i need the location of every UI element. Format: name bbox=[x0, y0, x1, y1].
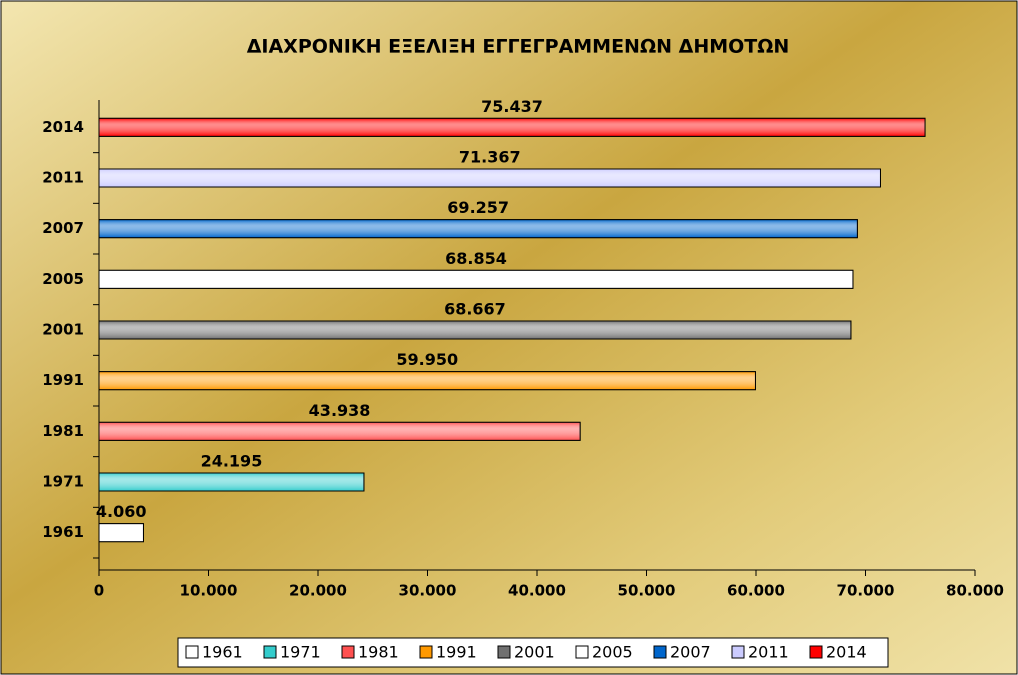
x-tick-label: 60.000 bbox=[727, 582, 785, 600]
y-tick-label: 2007 bbox=[42, 219, 84, 237]
bar-shine bbox=[98, 472, 365, 492]
x-tick-label: 40.000 bbox=[508, 582, 566, 600]
x-tick-label: 50.000 bbox=[618, 582, 676, 600]
x-tick-label: 10.000 bbox=[180, 582, 238, 600]
bar-shine bbox=[98, 523, 144, 543]
x-tick-label: 20.000 bbox=[289, 582, 347, 600]
legend-label: 2007 bbox=[670, 643, 711, 662]
legend-swatch bbox=[497, 645, 511, 659]
value-label: 68.854 bbox=[445, 249, 507, 268]
legend-label: 2001 bbox=[514, 643, 555, 662]
x-tick-label: 70.000 bbox=[837, 582, 895, 600]
legend-label: 2014 bbox=[826, 643, 867, 662]
legend-swatch bbox=[731, 645, 745, 659]
bar-shine bbox=[98, 320, 852, 340]
legend-label: 1971 bbox=[280, 643, 321, 662]
y-tick-label: 1981 bbox=[42, 422, 84, 440]
y-tick-label: 1991 bbox=[42, 371, 84, 389]
bar-shine bbox=[98, 219, 858, 239]
legend-swatch bbox=[419, 645, 433, 659]
legend-swatch bbox=[809, 645, 823, 659]
legend-swatch bbox=[341, 645, 355, 659]
value-label: 59.950 bbox=[396, 350, 458, 369]
value-label: 4.060 bbox=[96, 502, 147, 521]
y-tick-label: 2011 bbox=[42, 169, 84, 187]
bar-shine bbox=[98, 421, 581, 441]
legend-swatch bbox=[185, 645, 199, 659]
legend-label: 2005 bbox=[592, 643, 633, 662]
value-label: 75.437 bbox=[481, 97, 543, 116]
chart-title: ΔΙΑΧΡΟΝΙΚΗ ΕΞΕΛΙΞΗ ΕΓΓΕΓΡΑΜΜΕΝΩΝ ΔΗΜΟΤΩΝ bbox=[247, 36, 790, 58]
legend-label: 1991 bbox=[436, 643, 477, 662]
y-tick-label: 2001 bbox=[42, 321, 84, 339]
bar-shine bbox=[98, 371, 756, 391]
y-tick-label: 2005 bbox=[42, 270, 84, 288]
y-tick-label: 1971 bbox=[42, 473, 84, 491]
legend-label: 1961 bbox=[202, 643, 243, 662]
value-label: 68.667 bbox=[444, 300, 506, 319]
x-tick-label: 0 bbox=[94, 582, 104, 600]
x-tick-label: 80.000 bbox=[946, 582, 1004, 600]
legend-swatch bbox=[575, 645, 589, 659]
legend-swatch bbox=[653, 645, 667, 659]
value-label: 43.938 bbox=[309, 401, 371, 420]
value-label: 71.367 bbox=[459, 148, 521, 167]
legend bbox=[177, 637, 889, 668]
y-tick-label: 2014 bbox=[42, 118, 84, 136]
legend-swatch bbox=[263, 645, 277, 659]
legend-label: 1981 bbox=[358, 643, 399, 662]
y-tick-label: 1961 bbox=[42, 523, 84, 541]
bar-shine bbox=[98, 168, 881, 188]
bar-shine bbox=[98, 117, 926, 137]
value-label: 69.257 bbox=[447, 198, 509, 217]
bar-shine bbox=[98, 269, 854, 289]
value-label: 24.195 bbox=[201, 452, 263, 471]
x-tick-label: 30.000 bbox=[399, 582, 457, 600]
legend-label: 2011 bbox=[748, 643, 789, 662]
